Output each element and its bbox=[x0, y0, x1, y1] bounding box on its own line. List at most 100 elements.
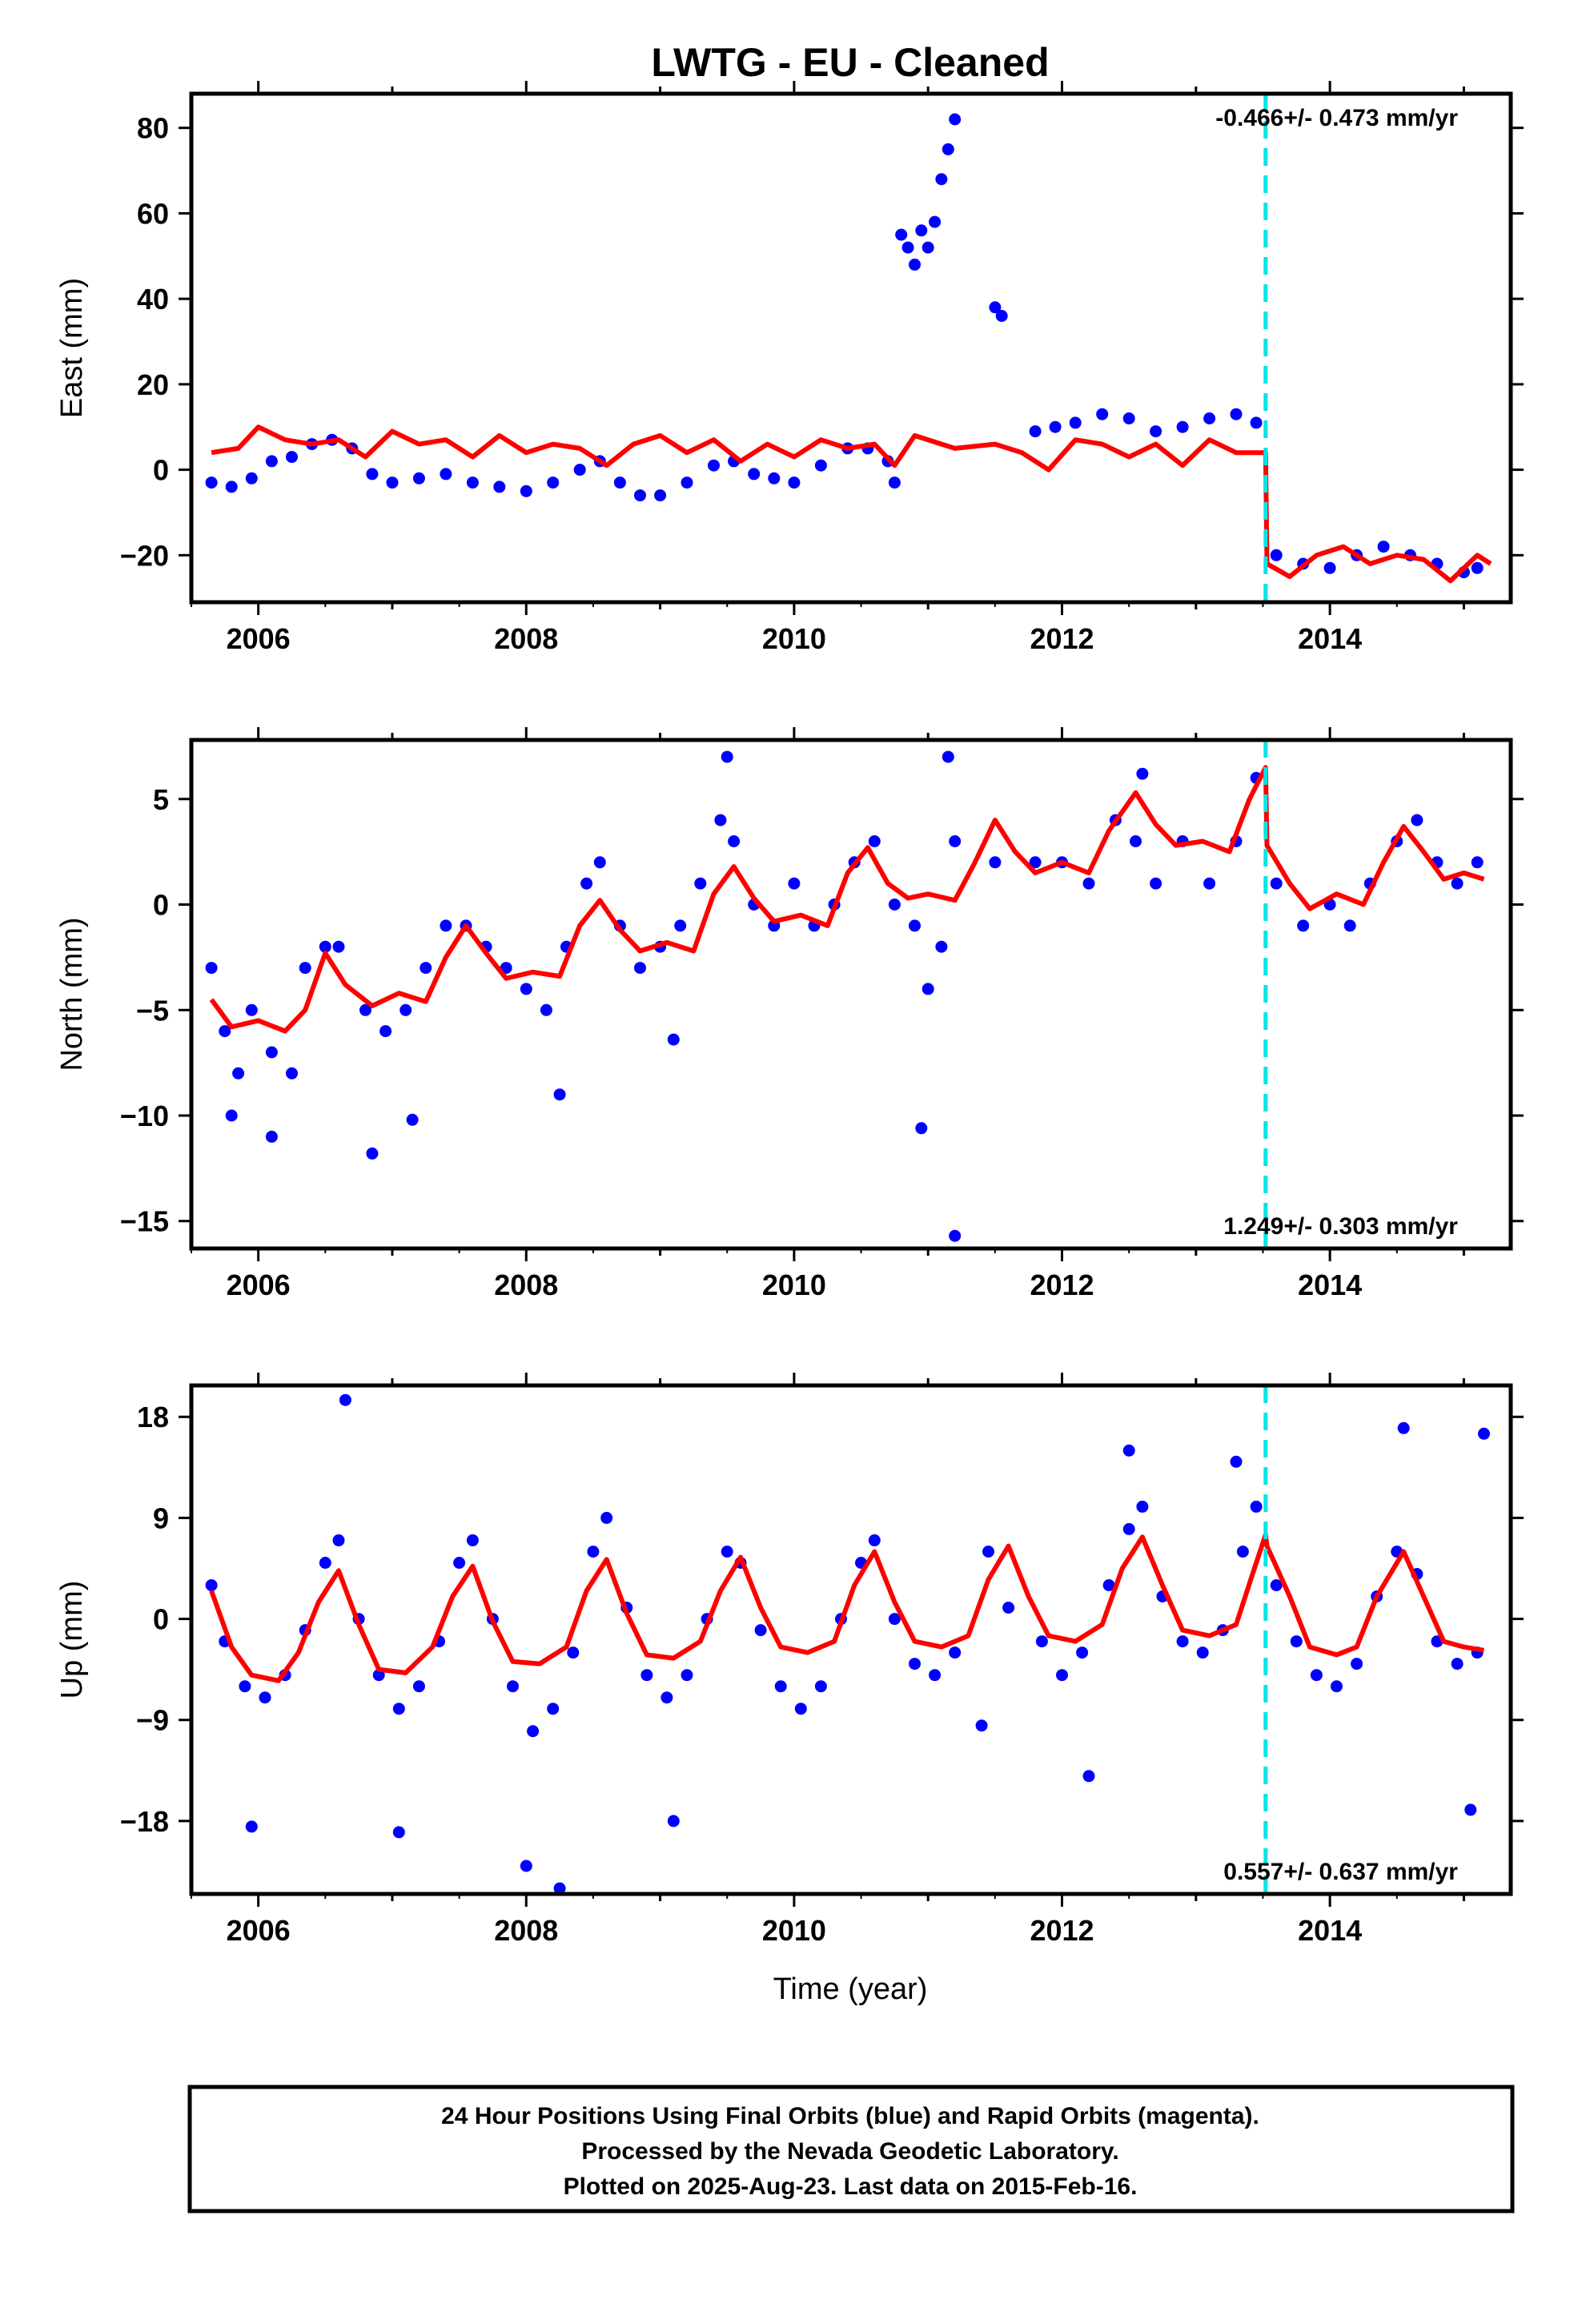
east-data-point bbox=[1230, 408, 1243, 420]
east-y-tick-label: 20 bbox=[137, 368, 169, 401]
up-data-point bbox=[1002, 1602, 1015, 1614]
east-data-point bbox=[265, 455, 278, 468]
north-data-point bbox=[915, 1122, 928, 1135]
east-data-point bbox=[493, 480, 506, 493]
east-data-point bbox=[634, 489, 646, 502]
north-data-point bbox=[406, 1113, 419, 1126]
east-data-point bbox=[1150, 425, 1162, 438]
east-y-axis-label: East (mm) bbox=[55, 278, 89, 418]
up-data-point bbox=[259, 1691, 271, 1704]
east-y-tick-label: −20 bbox=[120, 539, 169, 572]
up-data-point bbox=[681, 1669, 693, 1682]
up-data-point bbox=[1290, 1635, 1303, 1648]
up-data-point bbox=[1035, 1635, 1048, 1648]
up-data-point bbox=[667, 1815, 680, 1827]
east-data-point bbox=[814, 459, 827, 472]
up-data-point bbox=[640, 1669, 653, 1682]
up-data-point bbox=[239, 1680, 251, 1693]
east-data-point bbox=[768, 472, 781, 485]
east-y-tick-label: 0 bbox=[153, 454, 169, 487]
north-data-point bbox=[935, 940, 948, 953]
east-data-point bbox=[942, 143, 954, 155]
north-data-point bbox=[942, 750, 954, 763]
east-data-point bbox=[245, 472, 258, 485]
north-data-point bbox=[400, 1003, 412, 1016]
north-data-point bbox=[949, 835, 962, 847]
up-data-point bbox=[392, 1703, 405, 1715]
up-data-point bbox=[547, 1703, 560, 1715]
up-data-point bbox=[794, 1703, 807, 1715]
up-y-tick-label: −9 bbox=[136, 1704, 169, 1737]
east-data-point bbox=[573, 464, 586, 476]
east-data-point bbox=[1377, 541, 1390, 553]
east-points bbox=[205, 113, 1484, 579]
north-data-point bbox=[667, 1033, 680, 1046]
up-rate-label: 0.557+/- 0.637 mm/yr bbox=[1223, 1859, 1458, 1885]
north-data-point bbox=[788, 877, 801, 890]
east-data-point bbox=[1096, 408, 1109, 420]
east-data-point bbox=[286, 451, 298, 464]
up-data-point bbox=[909, 1658, 921, 1671]
north-x-tick-label: 2012 bbox=[1030, 1269, 1094, 1301]
north-data-point bbox=[265, 1046, 278, 1059]
up-data-point bbox=[339, 1393, 351, 1406]
east-data-point bbox=[895, 228, 908, 241]
east-data-point bbox=[995, 310, 1008, 322]
east-plot-frame bbox=[189, 91, 1513, 605]
north-data-point bbox=[1029, 856, 1042, 869]
up-data-point bbox=[1122, 1522, 1135, 1535]
north-data-point bbox=[721, 750, 733, 763]
east-data-point bbox=[205, 476, 218, 489]
east-data-point bbox=[1250, 416, 1263, 429]
chart-title: LWTG - EU - Cleaned bbox=[651, 40, 1049, 85]
east-x-tick-label: 2008 bbox=[494, 622, 558, 655]
up-data-point bbox=[245, 1820, 258, 1833]
east-data-point bbox=[1029, 425, 1042, 438]
north-y-axis-label: North (mm) bbox=[55, 917, 89, 1071]
up-x-tick-label: 2006 bbox=[227, 1914, 291, 1947]
up-data-point bbox=[982, 1546, 994, 1558]
east-data-point bbox=[989, 301, 1002, 314]
up-data-point bbox=[392, 1826, 405, 1839]
up-data-point bbox=[527, 1725, 540, 1738]
up-data-point bbox=[888, 1613, 901, 1626]
east-data-point bbox=[1323, 561, 1336, 574]
north-data-point bbox=[949, 1229, 962, 1242]
north-x-tick-label: 2014 bbox=[1298, 1269, 1362, 1301]
up-data-point bbox=[1082, 1770, 1095, 1783]
north-data-point bbox=[540, 1003, 552, 1016]
up-data-point bbox=[587, 1546, 600, 1558]
north-data-point bbox=[319, 940, 331, 953]
up-data-point bbox=[1056, 1669, 1068, 1682]
east-data-point bbox=[1203, 412, 1216, 424]
up-data-point bbox=[600, 1511, 613, 1524]
north-data-point bbox=[888, 899, 901, 911]
east-data-point bbox=[547, 476, 560, 489]
north-x-tick-label: 2008 bbox=[494, 1269, 558, 1301]
up-data-point bbox=[1136, 1500, 1149, 1513]
north-data-point bbox=[379, 1025, 392, 1038]
east-data-point bbox=[1122, 412, 1135, 424]
north-model-line bbox=[209, 765, 1485, 1034]
north-data-point bbox=[674, 919, 687, 932]
east-data-point bbox=[440, 468, 452, 480]
east-x-tick-label: 2010 bbox=[762, 622, 826, 655]
up-data-point bbox=[412, 1680, 425, 1693]
east-data-point bbox=[366, 468, 379, 480]
up-x-tick-label: 2012 bbox=[1030, 1914, 1094, 1947]
east-data-point bbox=[466, 476, 479, 489]
east-data-point bbox=[654, 489, 667, 502]
north-data-point bbox=[299, 962, 311, 975]
east-data-point bbox=[949, 113, 962, 126]
north-data-point bbox=[1136, 767, 1149, 780]
up-y-axis-label: Up (mm) bbox=[55, 1581, 89, 1699]
up-data-point bbox=[332, 1534, 345, 1546]
caption-line-1: 24 Hour Positions Using Final Orbits (bl… bbox=[441, 2103, 1259, 2129]
east-data-point bbox=[901, 241, 914, 254]
north-data-point bbox=[593, 856, 606, 869]
north-data-point bbox=[205, 962, 218, 975]
up-data-point bbox=[466, 1534, 479, 1546]
up-x-tick-label: 2014 bbox=[1298, 1914, 1362, 1947]
east-data-point bbox=[909, 258, 921, 271]
north-x-tick-label: 2010 bbox=[762, 1269, 826, 1301]
